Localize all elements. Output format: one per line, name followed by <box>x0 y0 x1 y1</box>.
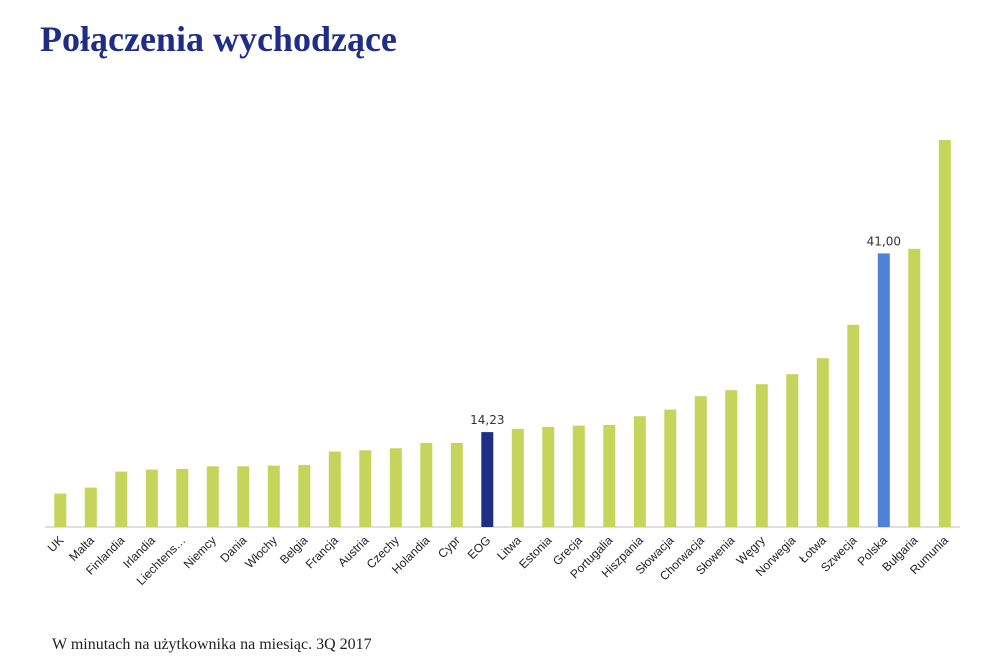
bar-14 <box>481 432 494 527</box>
bar-0 <box>54 493 67 527</box>
bar-24 <box>786 374 799 527</box>
category-label-5: Niemcy <box>181 533 219 571</box>
bar-21 <box>694 396 707 527</box>
bar-9 <box>328 451 341 527</box>
bar-15 <box>511 428 524 527</box>
bar-27 <box>877 253 890 527</box>
category-labels-group: UK MaltaFinlandiaIrlandiaLiechtens…Niemcy… <box>45 533 951 588</box>
category-label-16: Estonia <box>516 533 554 571</box>
category-label-0: UK <box>45 533 67 555</box>
bar-22 <box>725 390 738 527</box>
bar-5 <box>206 466 219 527</box>
bar-28 <box>908 248 921 528</box>
bar-11 <box>389 448 402 527</box>
bar-20 <box>664 409 677 527</box>
bar-18 <box>603 424 616 527</box>
bar-2 <box>115 471 128 527</box>
bar-7 <box>267 465 280 527</box>
bar-17 <box>572 425 585 527</box>
category-label-14: EOG <box>465 533 494 562</box>
bar-23 <box>755 384 768 527</box>
bar-4 <box>176 468 189 527</box>
category-label-7: Włochy <box>242 533 280 571</box>
bar-3 <box>145 469 158 527</box>
data-labels-group: 14,23 41,00 <box>470 234 901 427</box>
footnote: W minutach na użytkownika na miesiąc. 3Q… <box>52 636 372 653</box>
bars-group <box>54 140 951 528</box>
page-title: Połączenia wychodzące <box>40 19 397 59</box>
bar-26 <box>847 324 860 527</box>
data-label-1: 41,00 <box>867 234 901 248</box>
bar-8 <box>298 464 311 527</box>
bar-19 <box>633 416 646 527</box>
bar-chart: UK MaltaFinlandiaIrlandiaLiechtens…Niemcy… <box>45 140 960 588</box>
bar-6 <box>237 466 250 527</box>
bar-10 <box>359 450 372 527</box>
category-label-13: Cypr <box>435 533 463 561</box>
bar-12 <box>420 442 433 527</box>
bar-1 <box>84 487 97 527</box>
bar-29 <box>938 140 951 527</box>
bar-13 <box>450 442 463 527</box>
category-label-9: Francja <box>303 533 341 571</box>
bar-25 <box>816 358 829 527</box>
data-label-0: 14,23 <box>470 413 504 427</box>
bar-16 <box>542 426 555 527</box>
